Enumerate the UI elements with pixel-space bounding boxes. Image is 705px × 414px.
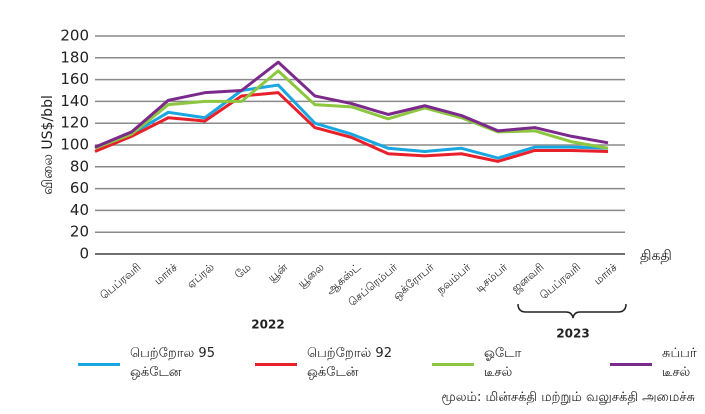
y-tick-label: 60 xyxy=(70,179,89,197)
legend-label: பெற்றோல் 92 ஒக்டேன் xyxy=(307,346,392,380)
x-tick-label: மே xyxy=(232,261,253,282)
y-tick-label: 80 xyxy=(70,157,89,175)
x-axis-label: திகதி xyxy=(640,248,672,264)
y-tick-label: 20 xyxy=(70,223,89,241)
y-tick-label: 0 xyxy=(79,245,89,263)
y-tick-label: 100 xyxy=(60,136,89,154)
y-tick-label: 160 xyxy=(60,70,89,88)
y-tick-label: 180 xyxy=(60,48,89,66)
x-tick-label: ஏப்ரல் xyxy=(184,261,217,291)
x-tick-label: டிசம்பர் xyxy=(473,260,510,294)
x-tick-label: மார்ச் xyxy=(591,261,620,288)
x-tick-label: பெப்ரவரி xyxy=(98,261,144,302)
legend-swatch xyxy=(78,363,120,366)
x-tick-label: ஒக்ரோபர் xyxy=(390,260,436,302)
series-line xyxy=(94,83,609,160)
series-line xyxy=(94,60,609,149)
x-tick-label: யூலை xyxy=(295,261,327,291)
series-line xyxy=(94,69,609,150)
year-bracket xyxy=(517,303,627,319)
y-tick-label: 200 xyxy=(60,27,89,45)
legend-label: சுப்பர் டீசல் xyxy=(662,346,697,380)
legend-label: பெற்றோல 95 ஒக்டேன xyxy=(130,346,215,380)
year-label: 2023 xyxy=(556,327,589,341)
x-tick-label: பெப்ரவரி xyxy=(537,261,583,302)
legend-swatch xyxy=(610,363,652,366)
legend-swatch xyxy=(255,363,297,366)
y-tick-label: 140 xyxy=(60,92,89,110)
y-axis-label: விலை US$/bbl xyxy=(40,95,56,195)
legend-swatch xyxy=(432,363,474,366)
x-tick-label: நவம்பர் xyxy=(434,260,473,296)
source: மூலம்: மின்சக்தி மற்றும் வலுசக்தி அமைச்ச… xyxy=(441,390,695,405)
x-tick-label: மார்ச் xyxy=(152,261,181,288)
y-tick-label: 40 xyxy=(70,201,89,219)
year-label: 2022 xyxy=(251,318,284,332)
series-line xyxy=(94,91,609,163)
legend-label: ஓடோ டீசல் xyxy=(484,346,522,380)
x-tick-label: யூன் xyxy=(265,260,290,284)
y-tick-label: 120 xyxy=(60,114,89,132)
